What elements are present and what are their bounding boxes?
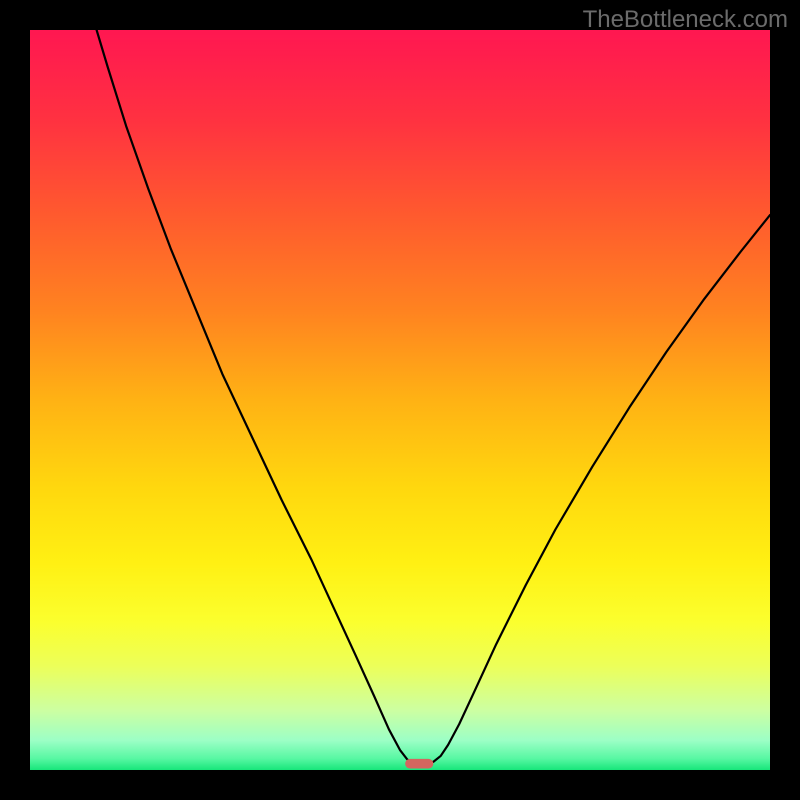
chart-container: TheBottleneck.com	[0, 0, 800, 800]
plot-background	[30, 30, 770, 770]
bottleneck-chart	[0, 0, 800, 800]
watermark-label: TheBottleneck.com	[583, 6, 788, 34]
minimum-marker	[405, 759, 433, 769]
